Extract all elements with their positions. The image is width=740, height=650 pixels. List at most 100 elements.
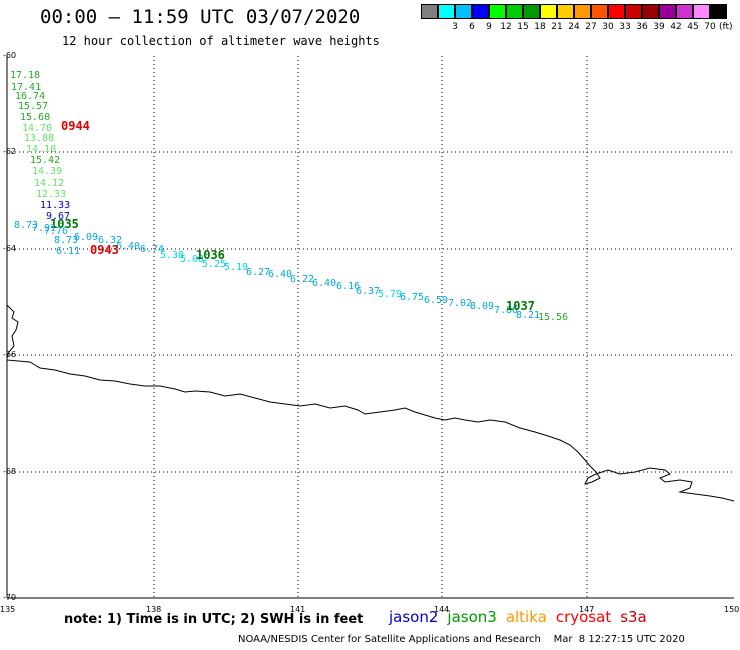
track1-wave-height-label: 14.70 (22, 123, 52, 134)
track2-wave-height-label: 8.09 (470, 301, 494, 312)
color-scale-swatch (710, 4, 727, 19)
track2-pass-label: 1036 (196, 248, 225, 262)
lon-label: 147 (579, 605, 594, 614)
lon-label: 138 (146, 605, 161, 614)
track2-wave-height-label: 5.79 (378, 289, 402, 300)
color-scale-swatch (523, 4, 540, 19)
track2-wave-height-label: 15.56 (538, 312, 568, 323)
track2-wave-height-label: 7.86 (494, 305, 518, 316)
satellite-legend-altika: altika (505, 608, 547, 626)
color-scale-label: 42 (670, 22, 682, 32)
satellite-legend: jason2 jason3 altika cryosat s3a (389, 608, 656, 626)
track1-labels: 17.1817.4116.7415.5715.6014.7013.8814.10… (10, 70, 79, 231)
lon-label: 150 (724, 605, 739, 614)
track2-wave-height-label: 6.59 (424, 295, 448, 306)
lon-labels: 135 138 141 144 147 150 (0, 605, 739, 614)
track1-wave-height-label: 14.39 (32, 166, 62, 177)
scale-unit-label: (ft) (719, 22, 733, 32)
track2-wave-height-label: 6.16 (336, 281, 360, 292)
lat-labels: -60 -62 -64 -66 -68 -70 (3, 51, 16, 602)
track2-wave-height-label: 8.73 (54, 235, 78, 246)
color-scale-label: 39 (653, 22, 665, 32)
track2-wave-height-label: 6.74 (140, 244, 164, 255)
color-scale-swatch (455, 4, 472, 19)
lat-label: -68 (3, 467, 16, 476)
track2-wave-height-label: 7.91 (32, 223, 56, 234)
track1-wave-height-label: 14.10 (26, 144, 56, 155)
color-scale-swatch (591, 4, 608, 19)
track1-wave-height-label: 13.88 (24, 133, 54, 144)
track2-wave-height-label: 6.27 (246, 267, 270, 278)
track2-wave-height-label: 8.21 (516, 310, 540, 321)
color-scale-label: 45 (687, 22, 699, 32)
color-scale-label: 36 (636, 22, 648, 32)
footer-credit: NOAA/NESDIS Center for Satellite Applica… (238, 634, 685, 645)
track2-pass-label: 1037 (506, 299, 535, 313)
color-scale-label: 6 (469, 22, 475, 32)
color-scale-label: 30 (602, 22, 614, 32)
color-scale-swatch (625, 4, 642, 19)
track2-wave-height-label: 6.37 (356, 286, 380, 297)
color-scale-label: 9 (486, 22, 492, 32)
track1-wave-height-label: 17.41 (11, 82, 41, 93)
color-scale-swatch (472, 4, 489, 19)
satellite-legend-jason3: jason3 (447, 608, 497, 626)
color-scale-swatch (421, 4, 438, 19)
track2-time-label: 0943 (90, 243, 119, 257)
track2-wave-height-label: 6.32 (98, 235, 122, 246)
track1-wave-height-label: 11.33 (40, 200, 70, 211)
color-scale-swatch (557, 4, 574, 19)
track2-wave-height-label: 7.76 (44, 226, 68, 237)
color-scale-label: 15 (517, 22, 529, 32)
track2-labels: 8.737.917.768.736.096.116.326.40 6.745.38… (14, 220, 568, 323)
color-scale-label: 21 (551, 22, 563, 32)
map-frame (6, 56, 734, 599)
color-scale-swatch (574, 4, 591, 19)
color-scale-swatch (438, 4, 455, 19)
track1-wave-height-label: 17.18 (10, 70, 40, 81)
color-scale-swatch (676, 4, 693, 19)
color-scale-label: 3 (452, 22, 458, 32)
track2-wave-height-label: 5.19 (224, 262, 248, 273)
footer-note: note: 1) Time is in UTC; 2) SWH is in fe… (64, 612, 364, 627)
track2-wave-height-label: 6.09 (74, 232, 98, 243)
color-scale-swatch (506, 4, 523, 19)
satellite-legend-s3a: s3a (620, 608, 647, 626)
track2-wave-height-label: 5.25 (202, 259, 226, 270)
track1-wave-height-label: 15.42 (30, 155, 60, 166)
track2-wave-height-label: 6.22 (290, 274, 314, 285)
color-scale-label: 27 (585, 22, 597, 32)
color-scale-swatch (608, 4, 625, 19)
color-scale-label: 12 (500, 22, 512, 32)
color-scale-swatch (693, 4, 710, 19)
map-title: 00:00 – 11:59 UTC 03/07/2020 (40, 6, 361, 28)
track2-wave-height-label: 6.75 (400, 292, 424, 303)
track2-wave-height-label: 5.38 (160, 250, 184, 261)
color-scale-swatch (642, 4, 659, 19)
color-scale-swatch (489, 4, 506, 19)
lat-label: -70 (3, 593, 16, 602)
track1-wave-height-label: 15.60 (20, 112, 50, 123)
grid-lines (7, 56, 734, 598)
lon-label: 135 (0, 605, 15, 614)
color-scale-label: 24 (568, 22, 580, 32)
color-scale-label: 33 (619, 22, 631, 32)
track2-wave-height-label: 6.40 (268, 269, 292, 280)
map-subtitle: 12 hour collection of altimeter wave hei… (62, 34, 380, 48)
track2-wave-height-label: 5.08 (180, 254, 204, 265)
track2-wave-height-label: 6.40 (312, 278, 336, 289)
track1-pass-label: 1035 (50, 217, 79, 231)
lon-label: 141 (290, 605, 305, 614)
color-scale-swatch (540, 4, 557, 19)
lat-label: -62 (3, 147, 16, 156)
satellite-legend-cryosat: cryosat (555, 608, 612, 626)
track2-wave-height-label: 8.73 (14, 220, 38, 231)
track2-wave-height-label: 6.40 (116, 241, 140, 252)
color-scale-swatch (659, 4, 676, 19)
track1-wave-height-label: 16.74 (15, 91, 45, 102)
track1-wave-height-label: 12.33 (36, 189, 66, 200)
track2-wave-height-label: 7.02 (448, 298, 472, 309)
track1-wave-height-label: 15.57 (18, 101, 48, 112)
color-scale-label: 70 (704, 22, 716, 32)
